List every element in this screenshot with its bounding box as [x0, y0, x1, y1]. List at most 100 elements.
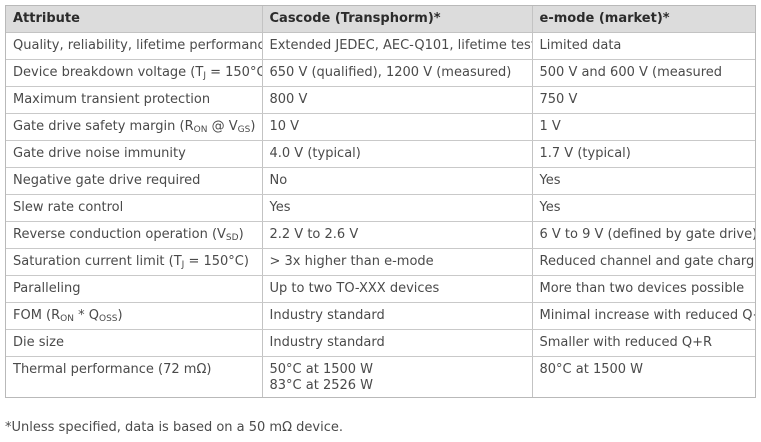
cell-value: 80°C at 1500 W: [539, 362, 644, 377]
cell-cascode: Extended JEDEC, AEC-Q101, lifetime testi…: [262, 32, 533, 60]
table-row: Saturation current limit (TJ = 150°C) > 3…: [6, 248, 756, 276]
cell-attribute: Saturation current limit (TJ = 150°C): [6, 248, 263, 276]
cell-value: 500 V and 600 V (measured: [539, 65, 723, 80]
cell-value: 750 V: [539, 92, 578, 107]
cell-value: Up to two TO-XXX devices: [269, 281, 440, 296]
cell-attribute: Maximum transient protection: [6, 86, 263, 114]
cell-emode: Limited data: [532, 32, 755, 60]
cell-value: 83°C at 2526 W: [269, 378, 374, 393]
table-row: Gate drive noise immunity 4.0 V (typical)…: [6, 140, 755, 168]
table-row: Thermal performance (72 mΩ) 50°C at 1500 …: [6, 356, 755, 398]
cell-value: 2.2 V to 2.6 V: [269, 227, 359, 242]
attribute-text: Gate drive noise immunity: [13, 146, 186, 161]
table-row: Die size Industry standard Smaller with re…: [6, 329, 755, 357]
attribute-text: Device breakdown voltage (T: [13, 65, 204, 80]
cell-value: Extended JEDEC, AEC-Q101, lifetime testi…: [269, 38, 532, 53]
attribute-text: Die size: [13, 335, 64, 350]
cell-cascode: Up to two TO-XXX devices: [262, 275, 533, 303]
cell-value: Reduced channel and gate charge: [539, 254, 756, 269]
table-row: Paralleling Up to two TO-XXX devices More …: [6, 275, 755, 303]
cell-attribute: Quality, reliability, lifetime performan…: [6, 32, 263, 60]
cell-emode: Yes: [532, 167, 755, 195]
cell-attribute: Reverse conduction operation (VSD): [6, 221, 263, 249]
attribute-subscript: OSS: [99, 314, 118, 324]
attribute-text: FOM (R: [13, 308, 61, 323]
table-header-row: Attribute Cascode (Transphorm)* e-mode (…: [6, 6, 755, 33]
cell-emode: Minimal increase with reduced Q+R: [532, 302, 756, 330]
attribute-subscript: GS: [237, 125, 251, 135]
cell-cascode: Industry standard: [262, 302, 533, 330]
attribute-text: Negative gate drive required: [13, 173, 201, 188]
cell-value: Smaller with reduced Q+R: [539, 335, 713, 350]
attribute-subscript: ON: [60, 314, 74, 324]
cell-emode: 6 V to 9 V (defined by gate drive): [532, 221, 756, 249]
attribute-text: Maximum transient protection: [13, 92, 211, 107]
table-row: Quality, reliability, lifetime performan…: [6, 32, 755, 60]
cell-value: 50°C at 1500 W: [269, 362, 374, 377]
table-row: Slew rate control Yes Yes: [6, 194, 755, 222]
cell-emode: More than two devices possible: [532, 275, 755, 303]
attribute-subscript: J: [181, 260, 185, 270]
cell-attribute: Slew rate control: [6, 194, 263, 222]
attribute-text: Reverse conduction operation (V: [13, 227, 226, 242]
table-row: Maximum transient protection 800 V 750 V: [6, 86, 755, 114]
attribute-text: ): [117, 308, 123, 323]
cell-value: Yes: [269, 200, 291, 215]
cell-value: Limited data: [539, 38, 622, 53]
cell-cascode: 50°C at 1500 W 83°C at 2526 W: [262, 356, 533, 397]
cell-value: Minimal increase with reduced Q+R: [539, 308, 756, 323]
cell-value: Industry standard: [269, 308, 385, 323]
cell-cascode: Industry standard: [262, 329, 533, 357]
table-row: Reverse conduction operation (VSD) 2.2 V …: [6, 221, 756, 249]
cell-value: 10 V: [269, 119, 300, 134]
table-body: Quality, reliability, lifetime performan…: [6, 32, 756, 398]
table-row: Device breakdown voltage (TJ = 150°C) 650…: [6, 59, 755, 87]
cell-value: > 3x higher than e-mode: [269, 254, 434, 269]
cell-emode: 80°C at 1500 W: [532, 357, 755, 398]
cell-value: No: [269, 173, 288, 188]
cell-attribute: Gate drive noise immunity: [6, 140, 263, 168]
cell-value: 1 V: [539, 119, 561, 134]
table-row: Gate drive safety margin (RON @ VGS) 10 V…: [6, 113, 755, 141]
cell-value: 6 V to 9 V (defined by gate drive): [539, 227, 756, 242]
footnote: *Unless specified, data is based on a 50…: [5, 420, 343, 435]
comparison-table-frame: Attribute Cascode (Transphorm)* e-mode (…: [5, 5, 756, 398]
attribute-text: = 150°C): [184, 254, 249, 269]
attribute-text: Slew rate control: [13, 200, 124, 215]
cell-cascode: 800 V: [262, 86, 533, 114]
cell-value: 650 V (qualified), 1200 V (measured): [269, 65, 512, 80]
attribute-text: ): [250, 119, 256, 134]
cell-cascode: Yes: [262, 194, 533, 222]
attribute-text: Quality, reliability, lifetime performan…: [13, 38, 262, 53]
cell-emode: Reduced channel and gate charge: [532, 248, 756, 276]
cell-value: 4.0 V (typical): [269, 146, 361, 161]
cell-emode: Yes: [532, 194, 755, 222]
cell-attribute: Negative gate drive required: [6, 167, 263, 195]
cell-attribute: Thermal performance (72 mΩ): [6, 356, 263, 397]
cell-value: 800 V: [269, 92, 308, 107]
table-row: Negative gate drive required No Yes: [6, 167, 755, 195]
attribute-text: Saturation current limit (T: [13, 254, 182, 269]
header-cascode: Cascode (Transphorm)*: [262, 6, 533, 33]
cell-emode: 500 V and 600 V (measured: [532, 59, 755, 87]
comparison-table: Attribute Cascode (Transphorm)* e-mode (…: [6, 6, 756, 398]
cell-attribute: Device breakdown voltage (TJ = 150°C): [6, 59, 263, 87]
cell-value: Yes: [539, 200, 561, 215]
attribute-text: ): [238, 227, 244, 242]
cell-emode: 750 V: [532, 86, 755, 114]
attribute-text: = 150°C): [210, 65, 261, 80]
cell-cascode: 650 V (qualified), 1200 V (measured): [262, 59, 533, 87]
cell-attribute: Die size: [6, 329, 263, 357]
attribute-subscript: J: [203, 71, 206, 81]
cell-cascode: > 3x higher than e-mode: [262, 248, 533, 276]
cell-value: More than two devices possible: [539, 281, 745, 296]
cell-attribute: Gate drive safety margin (RON @ VGS): [6, 113, 263, 141]
cell-cascode: No: [262, 167, 533, 195]
cell-attribute: Paralleling: [6, 275, 263, 303]
header-attribute: Attribute: [6, 6, 263, 33]
cell-value: Industry standard: [269, 335, 385, 350]
table-row: FOM (RON * QOSS) Industry standard Minimal…: [6, 302, 756, 330]
attribute-text: * Q: [74, 308, 99, 323]
cell-value: 1.7 V (typical): [539, 146, 631, 161]
cell-emode: 1.7 V (typical): [532, 140, 755, 168]
